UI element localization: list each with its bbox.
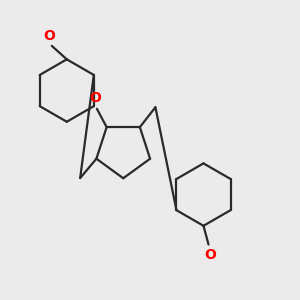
Text: O: O: [204, 248, 216, 262]
Text: O: O: [43, 29, 55, 43]
Text: O: O: [89, 91, 101, 105]
